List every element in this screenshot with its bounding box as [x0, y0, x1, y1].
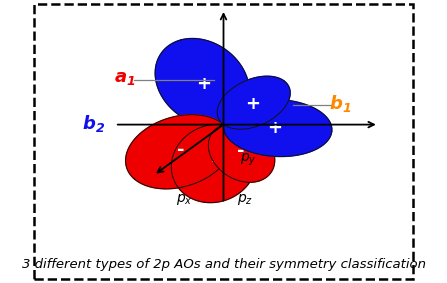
Polygon shape — [208, 123, 275, 182]
Text: 3 different types of 2p AOs and their symmetry classification: 3 different types of 2p AOs and their sy… — [21, 258, 426, 271]
Text: $p_x$: $p_x$ — [176, 192, 193, 207]
Polygon shape — [171, 124, 257, 203]
Text: $p_z$: $p_z$ — [237, 192, 253, 207]
Polygon shape — [217, 76, 290, 129]
FancyBboxPatch shape — [34, 4, 413, 279]
Text: $\bfit{b}_2$: $\bfit{b}_2$ — [82, 113, 105, 134]
Text: $p_y$: $p_y$ — [240, 152, 257, 168]
Text: -: - — [177, 142, 185, 159]
Text: -: - — [237, 142, 245, 160]
Text: +: + — [245, 95, 260, 113]
Text: +: + — [267, 119, 283, 137]
Text: $\bfit{a}_1$: $\bfit{a}_1$ — [114, 69, 135, 87]
Text: -: - — [211, 153, 218, 170]
Polygon shape — [155, 38, 249, 126]
Text: +: + — [196, 75, 211, 93]
Polygon shape — [126, 115, 232, 189]
Text: $\bfit{b}_1$: $\bfit{b}_1$ — [329, 93, 351, 114]
Polygon shape — [224, 100, 332, 156]
